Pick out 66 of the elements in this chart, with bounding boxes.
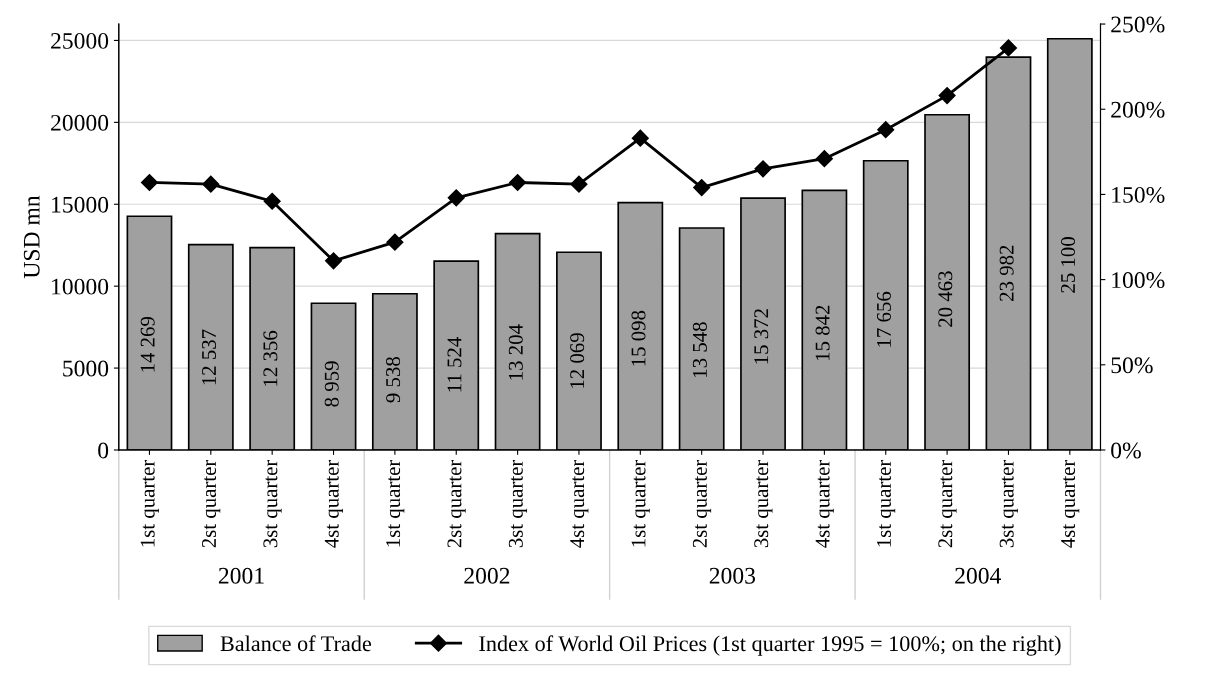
y2-tick-label: 50% [1111,357,1153,374]
y-tick-label: 0 [98,442,109,459]
data-label: 20 463 [938,271,953,327]
data-label: 23 982 [999,245,1014,301]
y2-tick-label: 200% [1111,101,1165,118]
point [509,173,527,192]
x-tick-label: 1st quarter [877,459,896,547]
point [202,175,220,193]
legend-label: Balance of Trade [220,635,372,652]
x-tick-label: 1st quarter [140,459,159,547]
x-tick-label: 2st quarter [938,459,957,548]
point [693,179,711,197]
y-axis-title: USD mn [23,195,40,279]
text: 2004 [955,567,1002,584]
x-tick-label: 1st quarter [631,459,650,547]
x-tick-label: 4st quarter [570,459,589,548]
data-label: 25 100 [1060,237,1076,293]
x-tick-label: 2st quarter [447,459,466,548]
data-label: 13 548 [692,322,707,377]
point [263,192,281,210]
data-label: 15 842 [815,305,830,361]
legend-label: Index of World Oil Prices (1st quarter 1995 = 100%; on the right) [479,635,1061,656]
y2-tick-label: 0% [1111,442,1141,459]
point [140,173,159,192]
data-label: 12 356 [263,330,278,386]
x-tick-label: 3st quarter [263,459,282,548]
y2-tick-label: 150% [1112,186,1165,203]
y-tick-label: 20000 [51,114,109,131]
data-label: 12 537 [202,329,217,385]
text: 2003 [709,567,756,584]
data-label: 15 098 [631,310,646,366]
data-label: 13 204 [508,324,523,380]
x-tick-label: 2st quarter [202,459,221,548]
x-tick-label: 3st quarter [999,459,1018,548]
data-label: 9 538 [386,357,401,403]
y-tick-label: 10000 [52,278,109,295]
data-label: 12 069 [570,333,585,388]
x-tick-label: 2st quarter [692,459,712,548]
x-tick-label: 4st quarter [815,459,834,548]
point [754,160,772,178]
point [570,175,588,193]
point [386,233,404,251]
data-label: 17 656 [876,291,891,347]
x-tick-label: 3st quarter [508,459,528,548]
data-label: 15 372 [754,309,769,364]
point [999,39,1018,57]
point [815,150,833,168]
point [324,252,343,270]
x-tick-label: 3st quarter [754,459,773,548]
text: 2002 [464,567,510,584]
point [938,87,956,105]
data-label: 11 524 [447,337,462,392]
point [877,121,895,139]
x-tick-label: 1st quarter [386,459,405,547]
point [631,129,649,147]
y2-tick-label: 250% [1111,16,1165,33]
x-tick-label: 4st quarter [1061,459,1080,548]
point [447,189,465,207]
y-tick-label: 5000 [63,360,109,377]
y2-tick-label: 100% [1112,272,1165,289]
text: 2001 [218,567,264,584]
y-tick-label: 25000 [51,32,109,49]
y-tick-label: 15000 [52,196,109,213]
data-label: 8 959 [324,361,339,407]
data-label: 14 269 [140,317,155,372]
x-tick-label: 4st quarter [324,459,343,548]
